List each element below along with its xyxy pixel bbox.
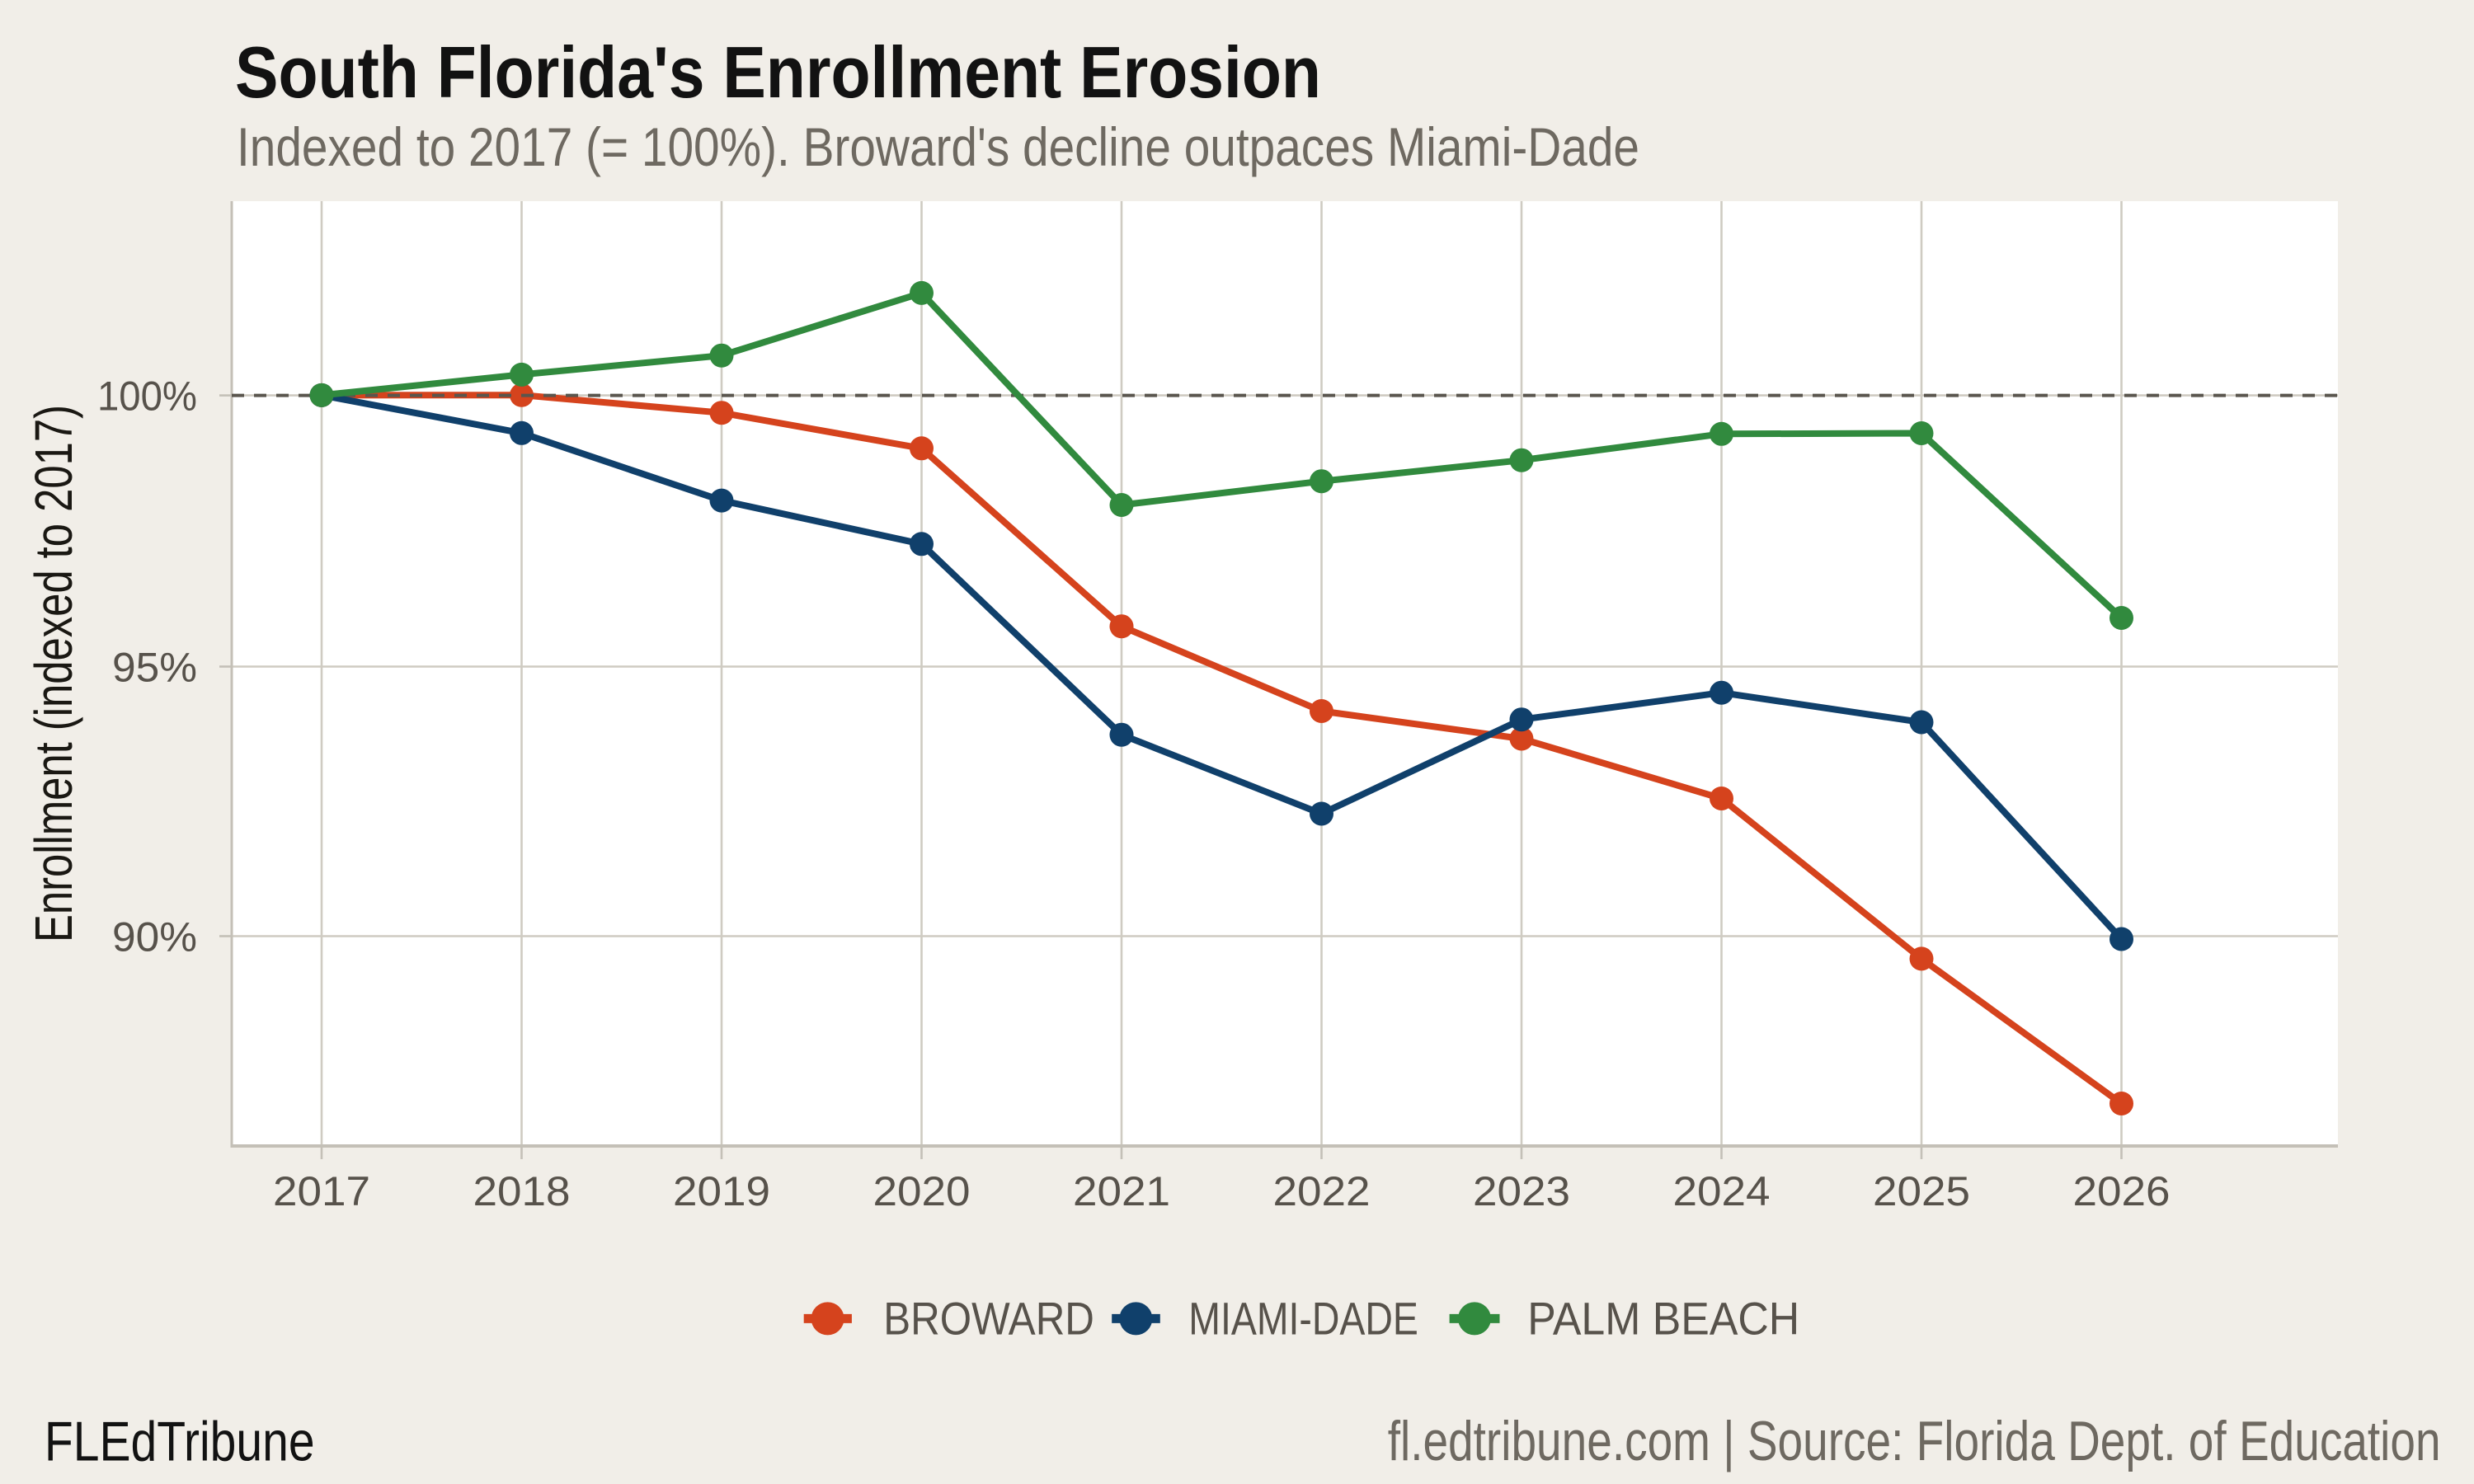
svg-text:Indexed to 2017 (= 100%). Brow: Indexed to 2017 (= 100%). Broward's decl… <box>237 116 1639 177</box>
svg-text:BROWARD: BROWARD <box>883 1292 1094 1344</box>
svg-text:2017: 2017 <box>273 1168 370 1214</box>
svg-text:South Florida's Enrollment Ero: South Florida's Enrollment Erosion <box>235 31 1321 113</box>
svg-text:2024: 2024 <box>1673 1168 1771 1214</box>
svg-text:2020: 2020 <box>873 1168 971 1214</box>
svg-text:2019: 2019 <box>673 1168 770 1214</box>
svg-text:2018: 2018 <box>473 1168 571 1214</box>
svg-text:2023: 2023 <box>1473 1168 1570 1214</box>
svg-text:PALM BEACH: PALM BEACH <box>1527 1292 1799 1344</box>
svg-text:fl.edtribune.com | Source: Flo: fl.edtribune.com | Source: Florida Dept.… <box>1388 1410 2441 1472</box>
svg-text:Enrollment (indexed to 2017): Enrollment (indexed to 2017) <box>24 405 83 942</box>
svg-text:95%: 95% <box>112 645 197 691</box>
svg-text:FLEdTribune: FLEdTribune <box>45 1411 315 1473</box>
svg-text:2022: 2022 <box>1273 1168 1371 1214</box>
svg-text:2021: 2021 <box>1073 1168 1170 1214</box>
svg-text:MIAMI-DADE: MIAMI-DADE <box>1188 1292 1418 1344</box>
svg-text:100%: 100% <box>97 373 197 420</box>
svg-text:90%: 90% <box>112 914 197 960</box>
svg-text:2026: 2026 <box>2073 1168 2171 1214</box>
svg-text:2025: 2025 <box>1873 1168 1970 1214</box>
